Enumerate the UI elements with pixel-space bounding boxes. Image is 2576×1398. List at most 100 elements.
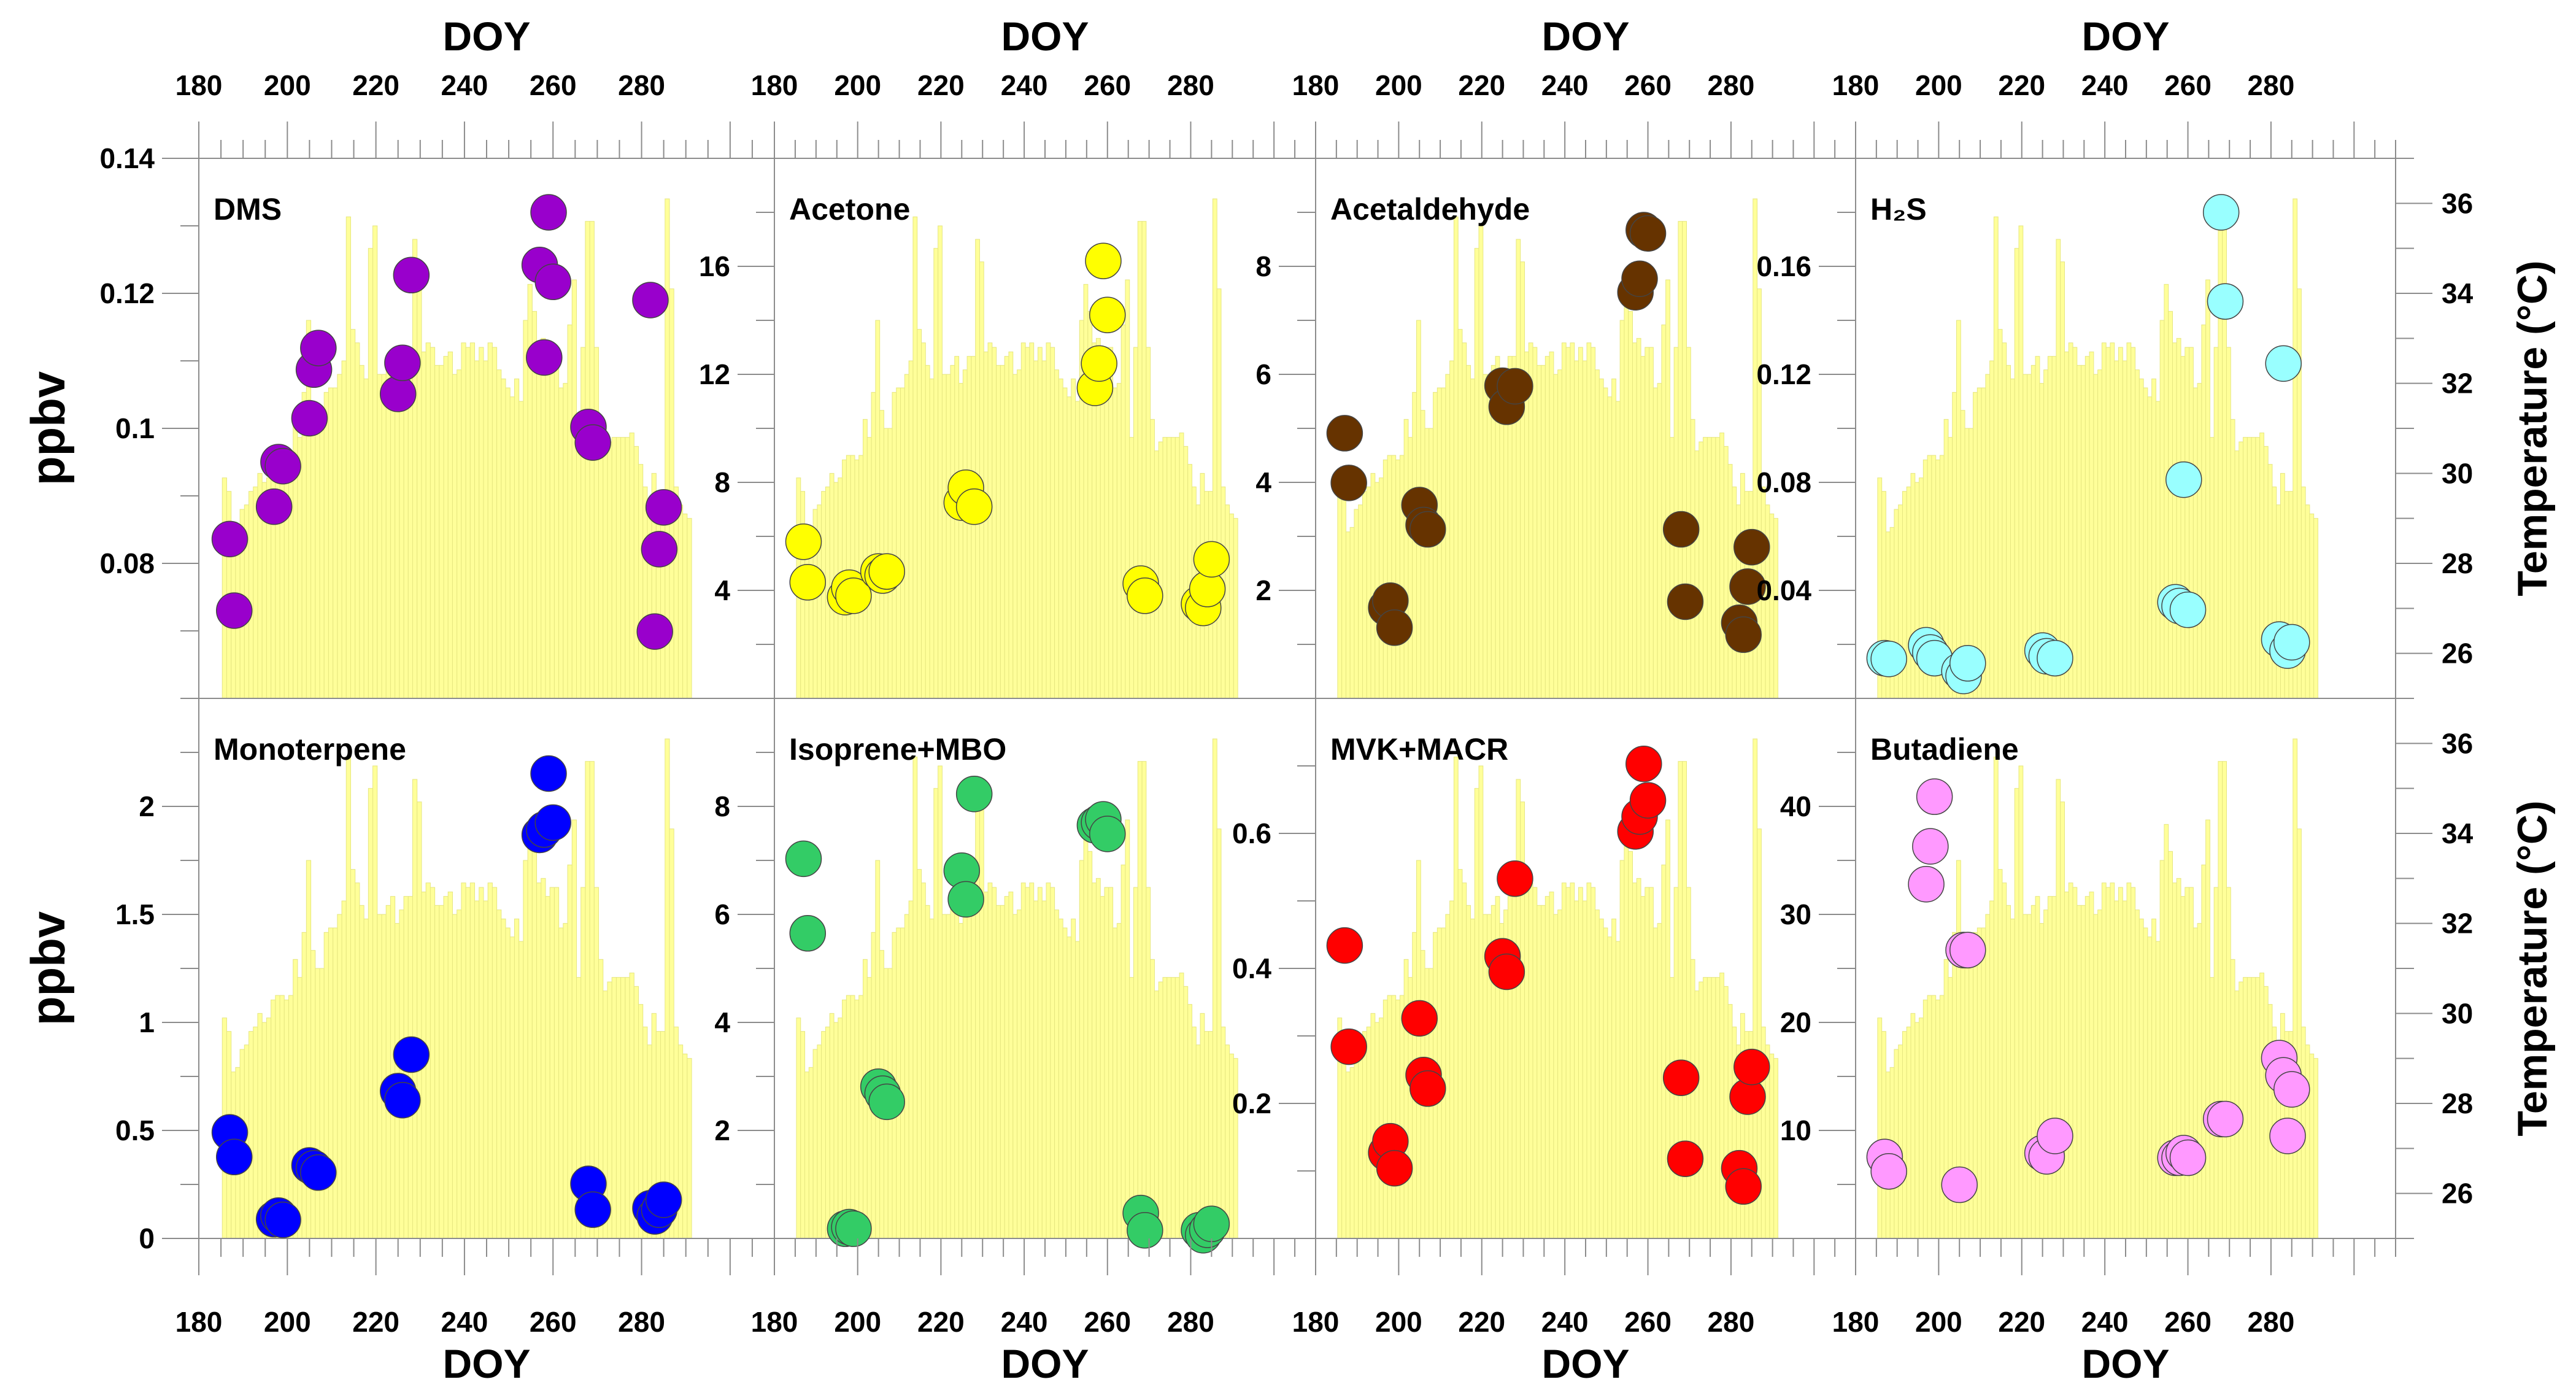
x-tick-label: 220: [352, 1306, 399, 1338]
temperature-bar: [1931, 995, 1937, 1239]
temperature-bar: [1628, 311, 1633, 699]
data-point: [1409, 1070, 1446, 1107]
x-axis-title: DOY: [1001, 14, 1089, 59]
temperature-bar: [2164, 824, 2169, 1239]
temperature-bar: [917, 329, 922, 699]
temperature-bar: [558, 387, 564, 699]
temperature-bar: [1071, 378, 1076, 699]
temperature-bar: [2309, 1053, 2315, 1239]
temperature-bar: [417, 801, 422, 1239]
temperature-bar: [1113, 927, 1117, 1239]
temperature-bar: [310, 410, 316, 699]
temperature-bar: [933, 248, 939, 699]
y-tick-label: 0.08: [99, 547, 155, 579]
data-point: [947, 881, 984, 918]
x-tick-label: 260: [1084, 69, 1131, 101]
temperature-bar: [2023, 914, 2028, 1239]
temperature-bar: [434, 905, 440, 1239]
temperature-bar: [1595, 909, 1600, 1239]
data-point: [636, 613, 673, 650]
temperature-bar: [1985, 914, 1991, 1239]
temperature-bar: [457, 369, 462, 699]
data-point: [1667, 1140, 1704, 1177]
temperature-bar: [2064, 891, 2069, 1239]
temperature-bar: [1561, 342, 1567, 699]
y-tick-label: 2: [1255, 574, 1271, 606]
temperature-bar: [892, 392, 897, 699]
temperature-bar: [492, 887, 498, 1239]
temperature-bar: [519, 941, 524, 1239]
temperature-bar: [2313, 1058, 2318, 1239]
temperature-bar: [1158, 981, 1163, 1239]
temperature-bar: [2272, 486, 2277, 699]
x-tick-label: 240: [2081, 1306, 2129, 1338]
temperature-bar: [465, 347, 471, 699]
temperature-bar: [1645, 887, 1650, 1239]
data-point: [1725, 616, 1762, 653]
temperature-bar: [2077, 365, 2082, 699]
temperature-bar: [1570, 882, 1575, 1239]
temperature-bar: [2243, 977, 2248, 1239]
temperature-bar: [1046, 342, 1051, 699]
temperature-bar: [2172, 342, 2177, 699]
temperature-bar: [1719, 432, 1724, 699]
temperature-bar: [603, 450, 608, 699]
x-tick-label: 240: [441, 69, 488, 101]
temperature-bar: [1652, 927, 1658, 1239]
temperature-bar: [929, 918, 935, 1239]
temperature-bar: [2305, 504, 2310, 699]
temperature-bar: [323, 392, 329, 699]
temperature-bar: [1382, 459, 1388, 699]
data-point: [2265, 345, 2302, 382]
temperature-bar: [1225, 504, 1230, 699]
temperature-bar: [2018, 225, 2024, 699]
temperature-bar: [2192, 927, 2198, 1239]
temperature-bar: [368, 248, 374, 699]
temperature-bar: [1665, 819, 1670, 1239]
temperature-bar: [611, 437, 617, 699]
x-tick-label: 180: [1292, 69, 1340, 101]
temperature-bar: [1354, 1049, 1359, 1239]
data-point: [1497, 860, 1533, 897]
temperature-bar: [1537, 905, 1542, 1239]
temperature-bar: [509, 937, 515, 1239]
temperature-bar: [1362, 491, 1367, 699]
panel-h-s: H₂S 0.04 0.08 0.12 0.16 180 200 220 240 260 280 DOY…: [1756, 14, 2556, 699]
temperature-bar: [1956, 320, 1961, 699]
data-point: [255, 488, 293, 525]
temperature-bar: [950, 365, 955, 699]
temperature-bar: [1133, 347, 1138, 699]
temperature-bar: [350, 869, 356, 1239]
x-tick-label: 240: [441, 1306, 488, 1338]
data-point: [530, 194, 567, 231]
temperature-bar: [293, 959, 298, 1239]
data-point: [1330, 1028, 1367, 1065]
temperature-bar: [2135, 369, 2140, 699]
temperature-bar: [2239, 441, 2244, 699]
temperature-bar: [2276, 504, 2281, 699]
temperature-bar: [333, 927, 338, 1239]
data-point: [1916, 778, 1953, 815]
data-point: [1326, 415, 1363, 452]
temperature-bar: [549, 887, 555, 1239]
data-point: [1667, 583, 1704, 620]
temperature-bar: [1137, 761, 1143, 1239]
temperature-bar: [2259, 972, 2264, 1239]
x-tick-label: 220: [917, 69, 965, 101]
x-tick-label: 220: [352, 69, 399, 101]
temperature-bar: [858, 995, 864, 1239]
temperature-bar: [954, 896, 960, 1239]
temperature-bar: [297, 437, 303, 699]
temperature-bar: [2147, 396, 2153, 699]
data-point: [530, 755, 567, 792]
temperature-bar: [1723, 986, 1729, 1239]
temperature-bar: [412, 239, 418, 699]
temperature-bar: [501, 918, 506, 1239]
temperature-bar: [625, 977, 630, 1239]
temperature-bar: [372, 225, 378, 699]
temperature-bar: [563, 923, 568, 1239]
temperature-bar: [430, 347, 436, 699]
temperature-bar: [457, 909, 462, 1239]
y-tick-label: 0.04: [1756, 574, 1811, 606]
temperature-bar: [2155, 941, 2161, 1239]
